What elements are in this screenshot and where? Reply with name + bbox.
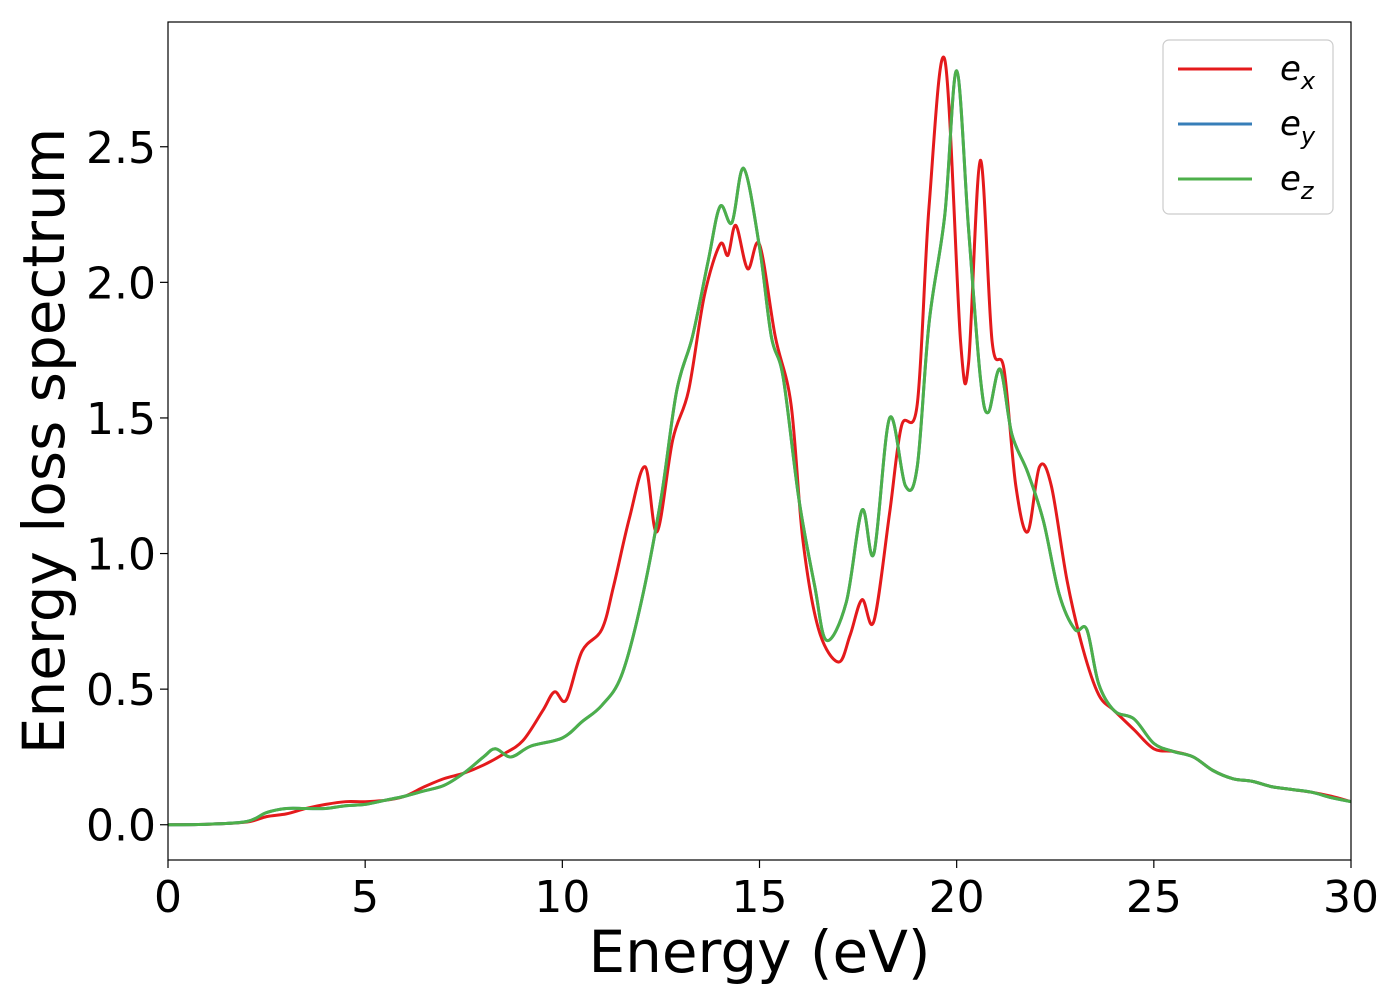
- y-tick-label: 1.0: [86, 530, 156, 581]
- x-tick-label: 25: [1126, 872, 1182, 923]
- y-tick-label: 0.0: [86, 801, 156, 852]
- x-tick-label: 5: [351, 872, 379, 923]
- series-group: [168, 55, 1351, 827]
- y-tick-label: 1.5: [86, 394, 156, 445]
- x-tick-label: 0: [154, 872, 182, 923]
- plot-area: [168, 22, 1351, 860]
- y-tick-label: 2.0: [86, 258, 156, 309]
- x-tick-label: 10: [534, 872, 590, 923]
- y-tick-label: 2.5: [86, 123, 156, 174]
- x-axis: 0 5 10 15 20 25 30: [154, 860, 1379, 923]
- x-axis-title: Energy (eV): [588, 918, 930, 986]
- y-axis-title: Energy loss spectrum: [10, 128, 78, 754]
- x-tick-label: 20: [929, 872, 985, 923]
- y-tick-label: 0.5: [86, 665, 156, 716]
- x-tick-label: 15: [732, 872, 788, 923]
- legend-box: [1162, 39, 1334, 215]
- series-line-z: [168, 69, 1351, 827]
- y-axis: 0.0 0.5 1.0 1.5 2.0 2.5: [86, 123, 168, 852]
- x-tick-label: 30: [1323, 872, 1379, 923]
